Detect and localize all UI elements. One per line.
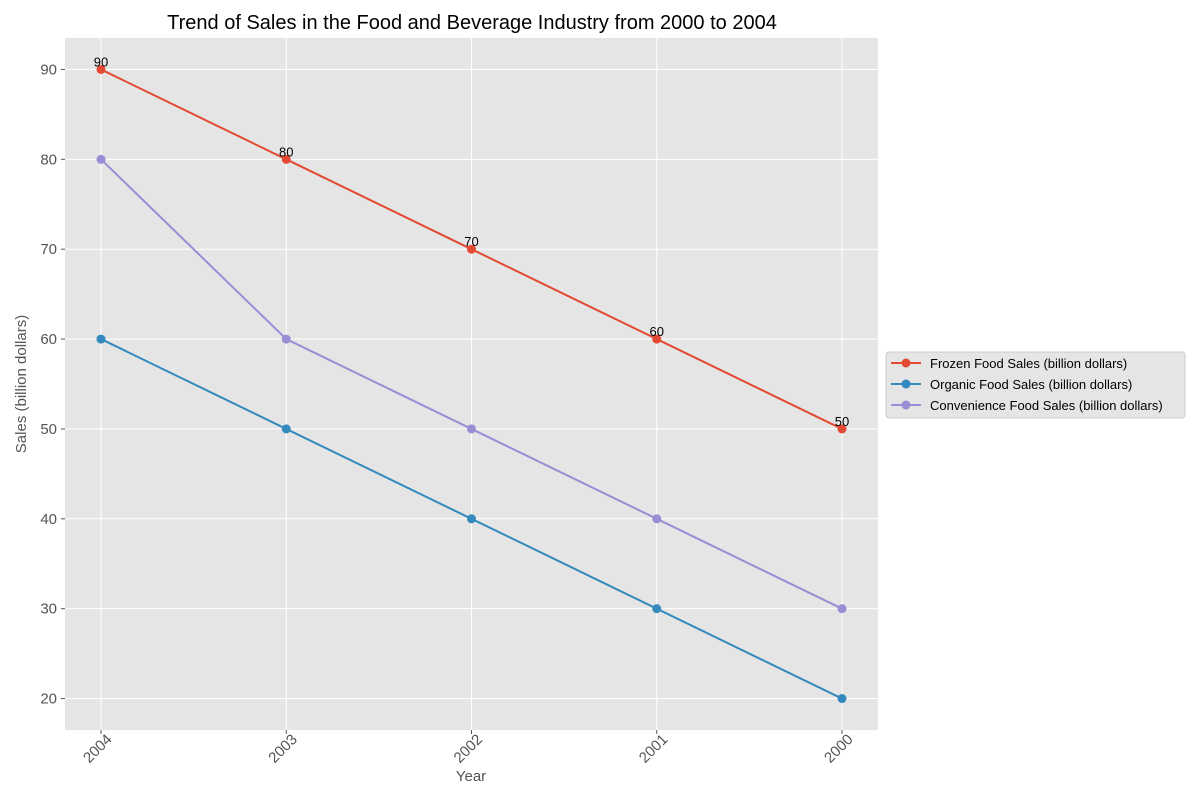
legend-box <box>885 351 1186 419</box>
y-tick-label: 40 <box>40 511 57 528</box>
series-layer <box>96 64 847 704</box>
data-point <box>467 514 476 524</box>
data-point <box>652 334 662 344</box>
y-tick-label: 50 <box>40 421 57 438</box>
data-label: 50 <box>835 414 849 429</box>
legend-items: Frozen Food Sales (billion dollars) Organ… <box>891 356 1163 413</box>
y-tick-label: 80 <box>40 151 57 168</box>
data-point <box>281 154 291 164</box>
data-point <box>96 334 106 344</box>
x-tick-label: 2003 <box>265 731 301 767</box>
data-point <box>837 424 847 434</box>
x-tick-label: 2004 <box>80 731 116 767</box>
data-point <box>281 334 291 344</box>
data-point <box>467 424 476 434</box>
data-label: 80 <box>279 144 293 159</box>
data-label: 70 <box>464 234 478 249</box>
data-label: 90 <box>94 54 108 69</box>
y-tick-label: 60 <box>40 331 57 348</box>
legend-marker <box>901 400 911 410</box>
data-point <box>652 604 662 614</box>
y-tick-label: 70 <box>40 241 57 258</box>
legend-label: Frozen Food Sales (billion dollars) <box>930 356 1127 371</box>
y-tick-label: 20 <box>40 691 57 708</box>
x-axis-ticks: 2004 2003 2002 2001 2000 <box>80 730 857 767</box>
data-point <box>96 64 106 74</box>
legend-label: Convenience Food Sales (billion dollars) <box>930 398 1163 413</box>
legend-label: Organic Food Sales (billion dollars) <box>930 377 1132 392</box>
y-axis-label: Sales (billion dollars) <box>13 315 30 453</box>
x-tick-label: 2002 <box>451 731 487 767</box>
data-point <box>467 244 476 254</box>
y-axis-ticks: 20 30 40 50 60 70 80 90 <box>40 61 65 708</box>
legend-marker <box>901 358 911 368</box>
legend: Frozen Food Sales (billion dollars) Organ… <box>885 351 1186 419</box>
y-tick-label: 90 <box>40 61 57 78</box>
data-labels: 90 80 70 60 50 <box>94 54 849 428</box>
data-point <box>837 694 847 704</box>
data-point <box>281 424 291 434</box>
data-point <box>837 604 847 614</box>
data-point <box>652 514 662 524</box>
x-tick-label: 2000 <box>821 731 857 767</box>
data-point <box>96 154 106 164</box>
x-tick-label: 2001 <box>636 731 672 767</box>
x-axis-label: Year <box>456 768 486 785</box>
chart-title: Trend of Sales in the Food and Beverage … <box>167 12 777 34</box>
legend-marker <box>901 379 911 389</box>
y-tick-label: 30 <box>40 601 57 618</box>
data-label: 60 <box>650 324 664 339</box>
